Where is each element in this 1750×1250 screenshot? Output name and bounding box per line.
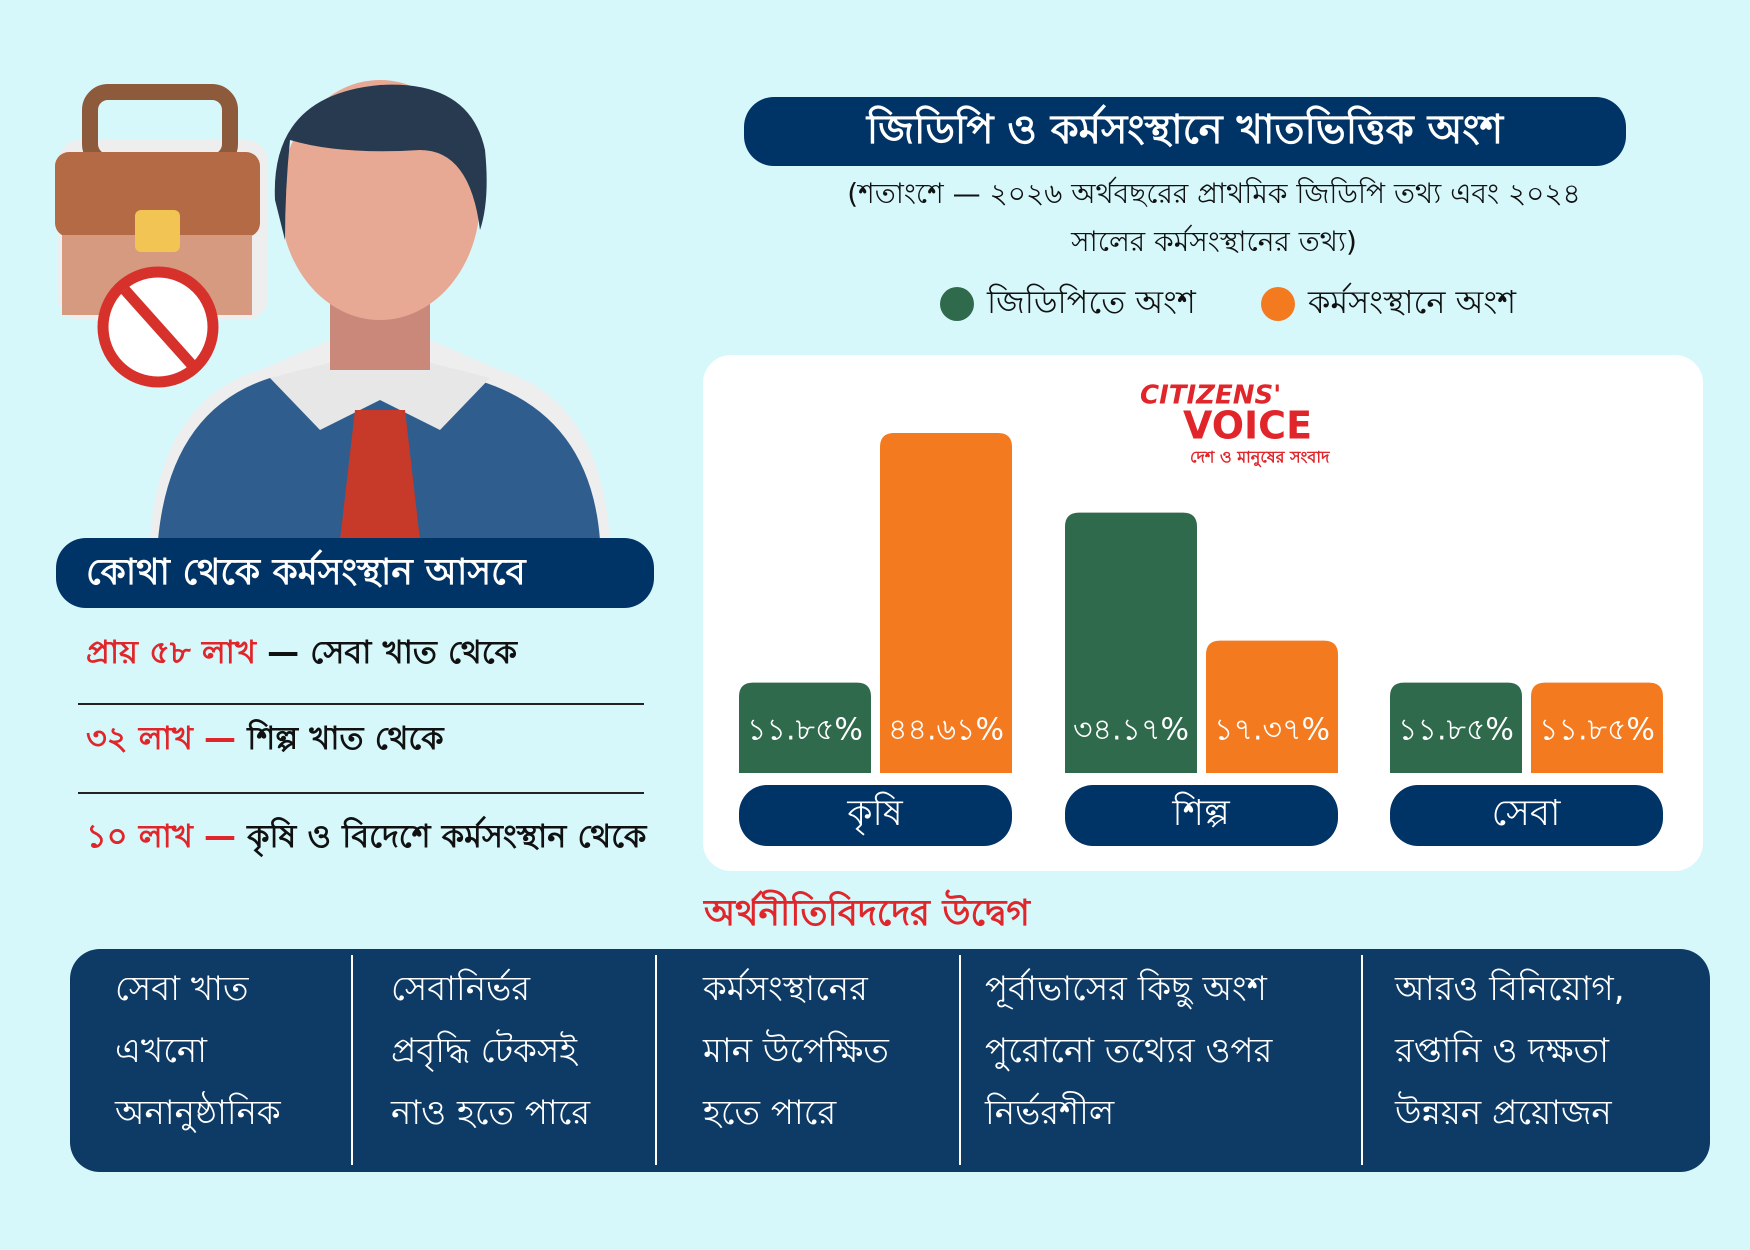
concern-line: অনানুষ্ঠানিক: [115, 1093, 281, 1133]
concern-line: নির্ভরশীল: [985, 1093, 1115, 1133]
concern-line: সেবা খাত: [115, 969, 249, 1009]
concern-line: হতে পারে: [703, 1093, 837, 1133]
legend-swatch: [940, 287, 974, 321]
data-label: ১১.৮৫%: [747, 713, 863, 748]
data-label: ৩৪.১৭%: [1073, 713, 1189, 748]
data-label: ১১.৮৫%: [1539, 713, 1655, 748]
logo-tagline: দেশ ও মানুষের সংবাদ: [1190, 448, 1330, 468]
subtitle: (শতাংশে — ২০২৬ অর্থবছরের প্রাথমিক জিডিপি…: [847, 177, 1580, 210]
bar: [1531, 682, 1663, 773]
category-pill: [739, 785, 1012, 846]
logo-text: CITIZENS': [1140, 381, 1281, 411]
concern-line: এখনো: [115, 1031, 208, 1071]
concerns-heading: অর্থনীতিবিদদের উদ্বেগ: [702, 889, 1031, 934]
logo-text: VOICE: [1183, 404, 1312, 448]
source-highlight: ৩২ লাখ —: [86, 719, 237, 757]
subtitle: সালের কর্মসংস্থানের তথ্য): [1070, 225, 1357, 258]
source-highlight: প্রায় ৫৮ লাখ: [86, 633, 256, 671]
title-pill: [744, 97, 1626, 166]
bar: [739, 682, 871, 773]
category-pill: [1065, 785, 1338, 846]
concerns-panel: [70, 949, 1710, 1172]
concern-line: কর্মসংস্থানের: [703, 969, 868, 1009]
source-item: ১০ লাখ — কৃষি ও বিদেশে কর্মসংস্থান থেকে: [86, 808, 666, 865]
category-pill: [1390, 785, 1663, 846]
source-item: ৩২ লাখ — শিল্প খাত থেকে: [86, 710, 666, 767]
x-tick-label: সেবা: [1492, 793, 1561, 834]
legend-label: জিডিপিতে অংশ: [986, 283, 1197, 321]
illustration: [55, 80, 610, 540]
concern-line: পুরোনো তথ্যের ওপর: [985, 1031, 1273, 1071]
sources-heading: কোথা থেকে কর্মসংস্থান আসবে: [86, 549, 528, 593]
bar: [1065, 512, 1197, 773]
source-text: কৃষি ও বিদেশে কর্মসংস্থান থেকে: [247, 817, 647, 855]
concern: সেবা খাত এখনো অনানুষ্ঠানিক: [115, 958, 281, 1144]
data-label: ১৭.৩৭%: [1214, 713, 1330, 748]
concern-line: পূর্বাভাসের কিছু অংশ: [985, 969, 1267, 1009]
bar: [880, 433, 1012, 773]
concern: পূর্বাভাসের কিছু অংশ পুরোনো তথ্যের ওপর নির…: [985, 958, 1272, 1144]
concern-line: নাও হতে পারে: [391, 1093, 591, 1133]
x-tick-label: কৃষি: [846, 792, 903, 835]
legend-label: কর্মসংস্থানে অংশ: [1307, 283, 1517, 321]
legend-swatch: [1261, 287, 1295, 321]
concern: কর্মসংস্থানের মান উপেক্ষিত হতে পারে: [703, 958, 889, 1144]
source-text: শিল্প খাত থেকে: [247, 719, 444, 757]
concern-line: সেবানির্ভর: [391, 969, 531, 1009]
concern-line: প্রবৃদ্ধি টেকসই: [391, 1031, 578, 1071]
data-label: ১১.৮৫%: [1398, 713, 1514, 748]
source-highlight: ১০ লাখ —: [86, 817, 236, 855]
bar: [1390, 682, 1522, 773]
source-text: — সেবা খাত থেকে: [267, 633, 517, 671]
source-item: প্রায় ৫৮ লাখ — সেবা খাত থেকে: [86, 624, 666, 681]
concern-line: মান উপেক্ষিত: [703, 1031, 889, 1071]
concern-line: রপ্তানি ও দক্ষতা: [1395, 1031, 1609, 1071]
bar: [1206, 640, 1338, 773]
concern-line: উন্নয়ন প্রয়োজন: [1395, 1093, 1612, 1133]
title: জিডিপি ও কর্মসংস্থানে খাতভিত্তিক অংশ: [865, 104, 1505, 153]
data-label: ৪৪.৬১%: [888, 713, 1004, 748]
concern: আরও বিনিয়োগ, রপ্তানি ও দক্ষতা উন্নয়ন প্র…: [1395, 958, 1625, 1144]
heading-pill: [56, 538, 654, 608]
concern-line: আরও বিনিয়োগ,: [1395, 969, 1625, 1009]
concern: সেবানির্ভর প্রবৃদ্ধি টেকসই নাও হতে পারে: [391, 958, 590, 1144]
x-tick-label: শিল্প: [1171, 792, 1231, 834]
